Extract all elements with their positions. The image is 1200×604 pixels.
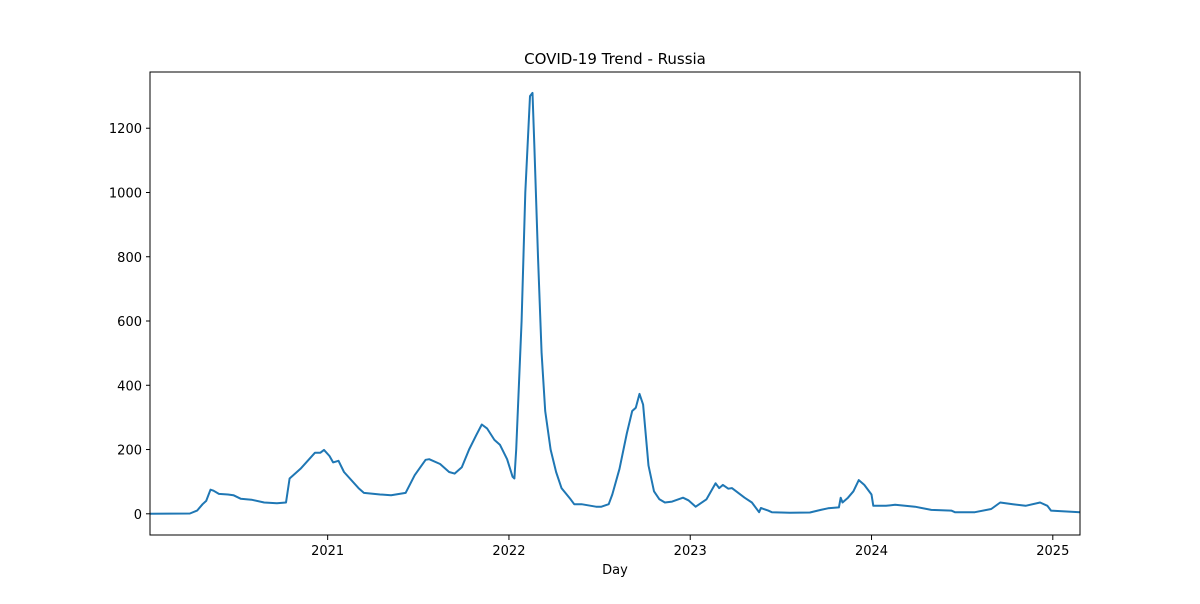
y-tick-label: 1200 [109, 122, 142, 137]
x-tick-label: 2021 [311, 544, 344, 559]
y-tick-label: 800 [117, 251, 142, 266]
x-axis-label: Day [602, 563, 628, 578]
y-tick-label: 200 [117, 444, 142, 459]
chart-title: COVID-19 Trend - Russia [524, 50, 706, 68]
y-tick-label: 400 [117, 379, 142, 394]
x-tick-label: 2025 [1036, 544, 1069, 559]
y-tick-label: 0 [134, 508, 142, 523]
x-tick-label: 2023 [674, 544, 707, 559]
x-tick-label: 2022 [492, 544, 525, 559]
y-tick-label: 600 [117, 315, 142, 330]
data-line [149, 91, 1081, 515]
plot-frame [149, 71, 1081, 536]
y-tick-label: 1000 [109, 186, 142, 201]
x-tick-label: 2024 [855, 544, 888, 559]
